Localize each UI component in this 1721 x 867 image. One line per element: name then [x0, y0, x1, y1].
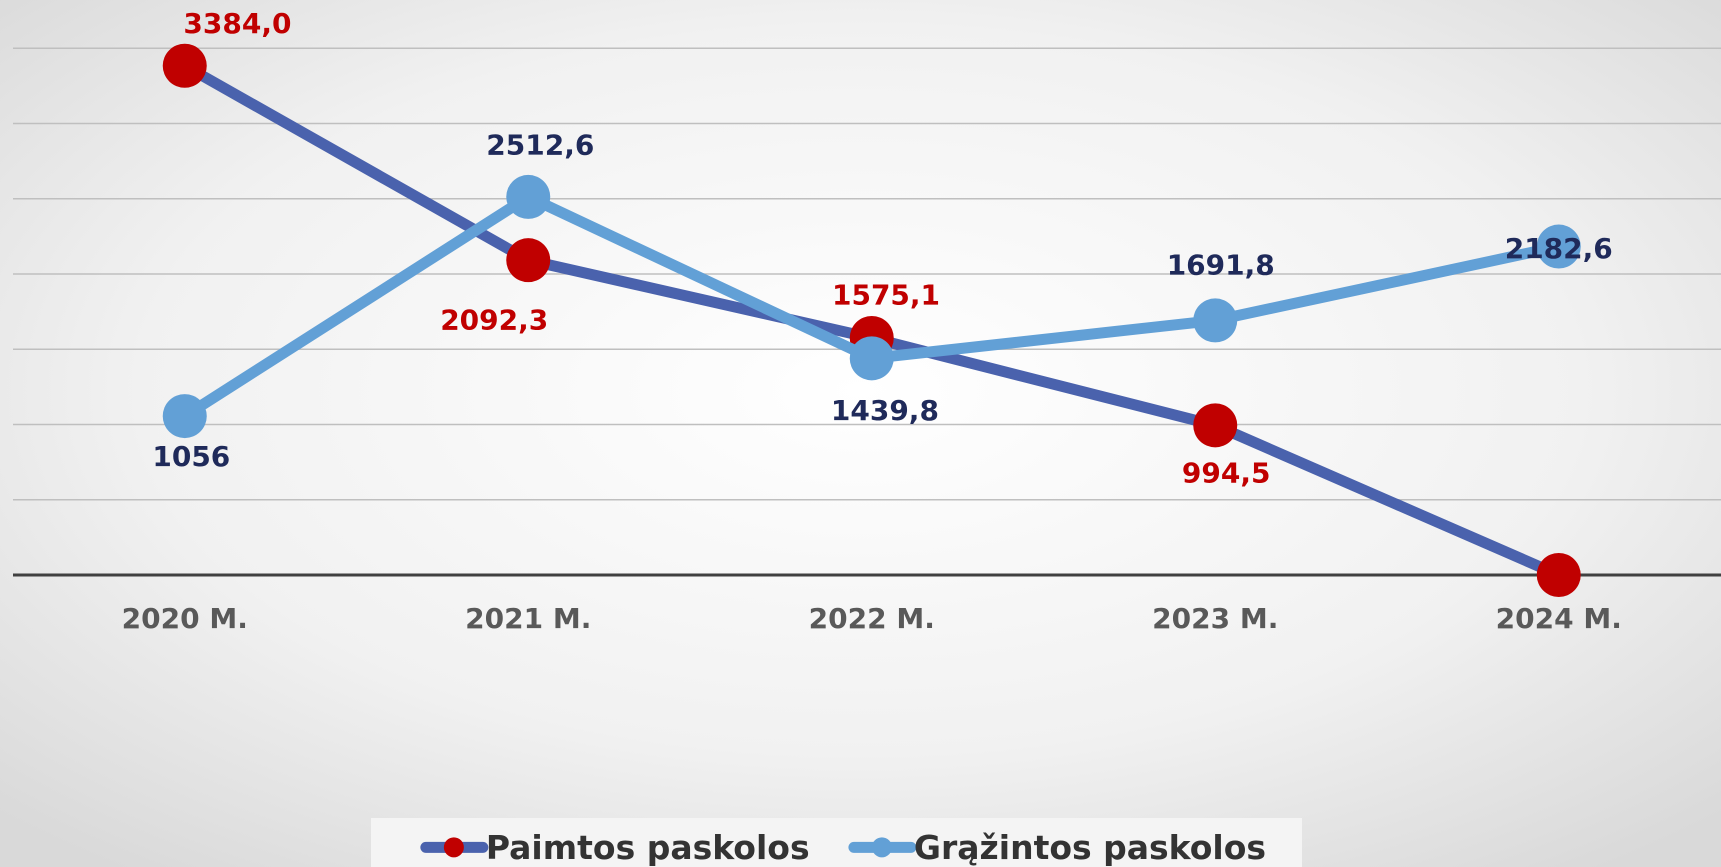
x-tick-label: 2024 M. [1496, 602, 1622, 635]
data-label: 1575,1 [832, 278, 940, 311]
legend-label: Grąžintos paskolos [914, 828, 1266, 867]
marker [1536, 553, 1581, 597]
data-label: 2182,6 [1505, 232, 1613, 265]
legend-label: Paimtos paskolos [486, 828, 810, 867]
legend-marker [871, 837, 892, 858]
data-label: 1056 [152, 440, 230, 473]
marker [849, 336, 894, 381]
x-tick-label: 2023 M. [1152, 602, 1278, 635]
legend-box [371, 818, 1302, 867]
marker [162, 394, 207, 439]
data-label: 994,5 [1182, 457, 1271, 490]
marker [1193, 403, 1238, 448]
marker [1193, 298, 1238, 343]
legend-marker [443, 837, 464, 858]
marker [506, 174, 551, 219]
marker [506, 238, 551, 283]
data-label: 2512,6 [486, 128, 594, 161]
data-label: 1691,8 [1167, 249, 1275, 282]
marker [1536, 224, 1581, 269]
data-label: 1439,8 [831, 394, 939, 427]
x-tick-label: 2021 M. [465, 602, 591, 635]
data-label: 2092,3 [440, 304, 548, 337]
data-label: 3384,0 [183, 7, 291, 40]
x-tick-label: 2020 M. [122, 602, 248, 635]
x-tick-label: 2022 M. [809, 602, 935, 635]
marker [162, 43, 207, 88]
